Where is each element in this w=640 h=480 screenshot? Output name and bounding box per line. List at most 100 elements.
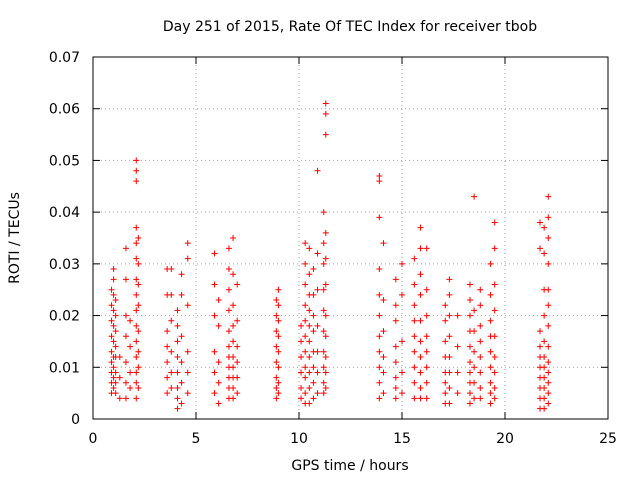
data-point bbox=[545, 235, 552, 241]
data-point bbox=[545, 379, 552, 386]
data-point bbox=[302, 374, 309, 381]
data-point bbox=[122, 276, 129, 283]
data-point bbox=[471, 364, 478, 371]
data-point bbox=[314, 322, 321, 329]
data-point bbox=[411, 395, 418, 402]
data-point bbox=[417, 317, 424, 324]
y-tick-label: 0.07 bbox=[49, 50, 80, 66]
data-point bbox=[230, 235, 237, 241]
data-point bbox=[230, 353, 237, 360]
data-point bbox=[376, 348, 383, 355]
data-point bbox=[273, 374, 280, 381]
data-point bbox=[273, 395, 280, 402]
data-point bbox=[399, 260, 405, 267]
data-point bbox=[487, 348, 494, 355]
x-tick-label: 5 bbox=[192, 431, 201, 447]
data-point bbox=[230, 364, 237, 371]
data-point bbox=[112, 390, 119, 397]
data-point bbox=[225, 266, 232, 273]
data-point bbox=[133, 178, 140, 185]
data-point bbox=[174, 322, 181, 329]
data-point bbox=[225, 328, 232, 335]
data-point bbox=[545, 214, 552, 221]
data-point bbox=[411, 348, 418, 355]
data-point bbox=[110, 338, 117, 345]
data-point bbox=[133, 395, 140, 402]
y-tick-label: 0 bbox=[71, 412, 80, 428]
x-tick-label: 25 bbox=[599, 431, 617, 447]
data-point bbox=[302, 240, 309, 247]
data-point bbox=[225, 245, 232, 252]
data-point bbox=[477, 353, 484, 360]
data-point bbox=[487, 364, 494, 371]
data-point bbox=[442, 302, 449, 309]
data-point bbox=[122, 333, 129, 340]
data-point bbox=[174, 338, 181, 345]
data-point bbox=[168, 291, 175, 298]
data-point bbox=[310, 266, 317, 273]
data-point bbox=[322, 281, 329, 288]
data-point bbox=[133, 291, 140, 298]
data-point bbox=[314, 286, 321, 293]
data-point bbox=[322, 312, 329, 319]
data-point bbox=[545, 359, 552, 366]
data-point bbox=[411, 281, 418, 288]
data-point bbox=[380, 369, 387, 376]
data-point bbox=[541, 224, 548, 231]
data-point bbox=[108, 302, 115, 309]
data-point bbox=[178, 379, 185, 386]
x-tick-label: 20 bbox=[496, 431, 514, 447]
data-point bbox=[376, 312, 383, 319]
data-point bbox=[477, 384, 484, 391]
data-point bbox=[487, 379, 494, 386]
data-point bbox=[314, 369, 321, 376]
y-tick-label: 0.02 bbox=[49, 309, 80, 325]
data-point bbox=[471, 328, 478, 335]
data-point bbox=[423, 379, 430, 386]
data-point bbox=[234, 343, 241, 350]
data-point bbox=[320, 307, 327, 314]
data-point bbox=[302, 333, 309, 340]
data-point bbox=[491, 245, 498, 252]
data-point bbox=[310, 328, 317, 335]
data-point bbox=[376, 395, 383, 402]
data-point bbox=[127, 384, 134, 391]
data-point bbox=[108, 286, 115, 293]
data-point bbox=[306, 307, 313, 314]
data-point bbox=[380, 240, 387, 247]
data-point bbox=[417, 395, 424, 402]
data-point bbox=[302, 317, 309, 324]
data-point bbox=[184, 369, 191, 376]
data-point bbox=[322, 353, 329, 360]
data-point bbox=[122, 379, 129, 386]
data-point bbox=[275, 317, 282, 324]
data-point bbox=[215, 297, 222, 304]
data-point bbox=[127, 343, 134, 350]
data-point bbox=[471, 379, 478, 386]
data-point bbox=[135, 364, 142, 371]
data-point bbox=[116, 395, 123, 402]
data-point bbox=[454, 312, 461, 319]
data-point bbox=[446, 276, 453, 283]
chart-title: Day 251 of 2015, Rate Of TEC Index for r… bbox=[163, 19, 537, 35]
data-point bbox=[491, 333, 498, 340]
data-point bbox=[423, 333, 430, 340]
data-point bbox=[225, 286, 232, 293]
data-point bbox=[174, 405, 181, 412]
data-point bbox=[471, 307, 478, 314]
data-point bbox=[399, 390, 405, 397]
data-point bbox=[545, 400, 552, 407]
data-point bbox=[466, 390, 473, 397]
data-point bbox=[545, 390, 552, 397]
data-point bbox=[322, 333, 329, 340]
data-point bbox=[466, 281, 473, 288]
data-point bbox=[230, 338, 237, 345]
data-point bbox=[314, 167, 321, 174]
data-point bbox=[234, 390, 241, 397]
data-point bbox=[108, 348, 115, 355]
data-point bbox=[446, 400, 453, 407]
data-point bbox=[466, 343, 473, 350]
data-point bbox=[392, 343, 399, 350]
y-tick-label: 0.01 bbox=[49, 360, 80, 376]
